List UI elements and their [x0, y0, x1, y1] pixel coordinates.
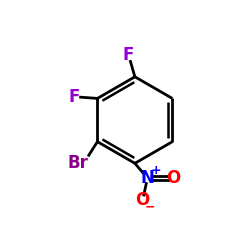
Text: O: O — [135, 192, 150, 210]
Text: O: O — [166, 169, 180, 187]
Text: F: F — [123, 46, 134, 64]
Text: +: + — [150, 164, 161, 177]
Text: F: F — [68, 88, 80, 106]
Text: −: − — [144, 200, 155, 213]
Text: Br: Br — [67, 154, 88, 172]
Text: N: N — [141, 169, 155, 187]
